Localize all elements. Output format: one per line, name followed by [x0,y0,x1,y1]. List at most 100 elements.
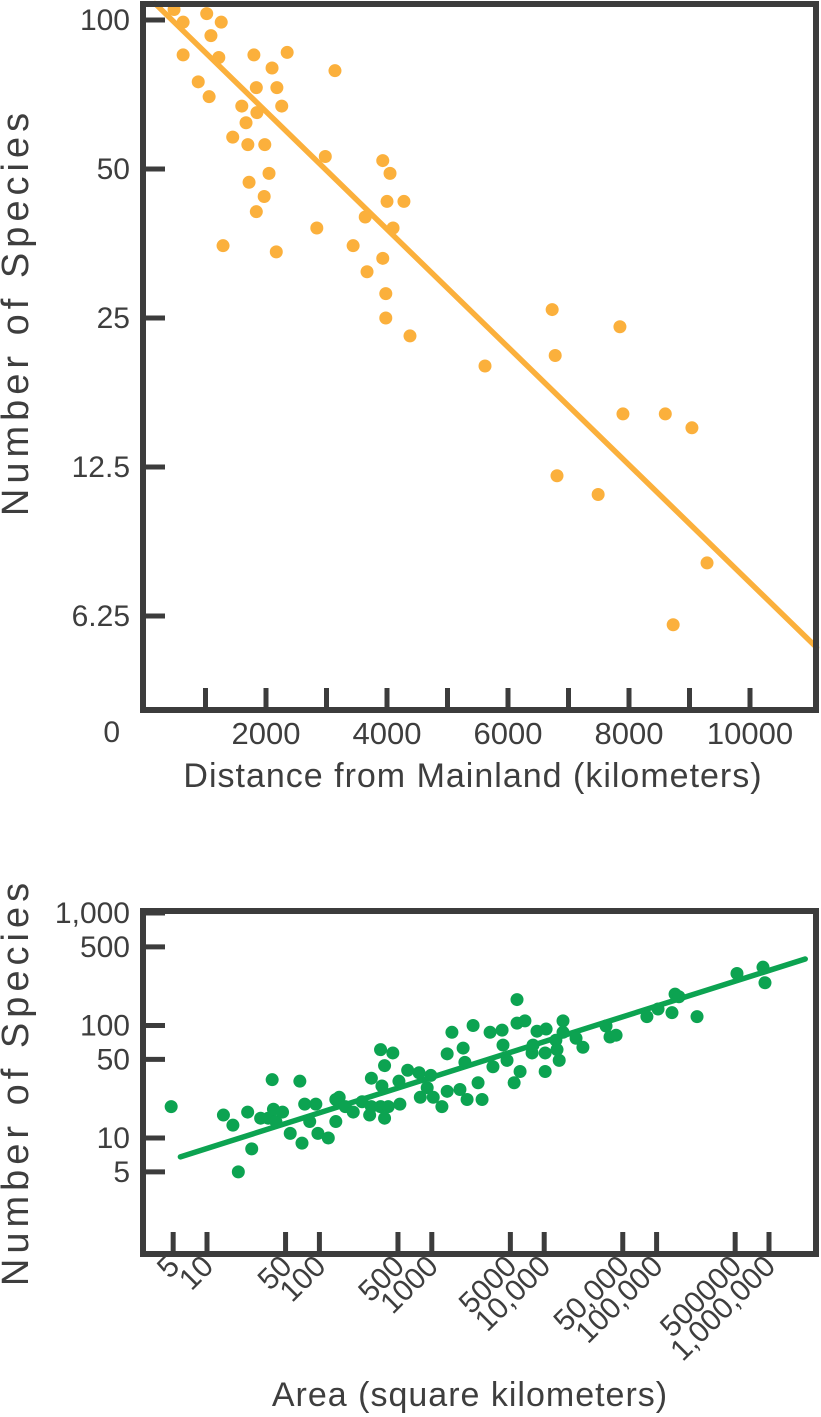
data-point [538,1065,552,1079]
data-point [280,45,294,59]
area-x-axis-title: Area (square kilometers) [272,1376,668,1414]
data-point [475,1092,489,1106]
data-point [556,1025,570,1039]
data-point [609,1028,623,1042]
data-point [329,1115,343,1129]
data-point [216,1108,230,1122]
data-point [445,1025,459,1039]
data-point [379,287,393,301]
data-point [293,1074,307,1088]
data-point [276,1105,290,1119]
data-point [552,1053,566,1067]
y-tick-label: 50 [97,1043,130,1076]
data-point [380,194,394,208]
axis-frame [140,908,819,1257]
data-point [424,1068,438,1082]
y-tick-label: 10 [97,1122,130,1155]
data-point [241,1105,255,1119]
data-point [466,1019,480,1032]
data-point [164,1100,178,1114]
data-point [471,1076,485,1090]
data-point [460,1092,474,1106]
data-point [214,15,228,29]
data-point [376,251,390,265]
data-point [495,1023,509,1037]
data-point [616,407,630,421]
data-point [435,1100,449,1114]
y-tick-label: 50 [97,153,130,186]
y-tick-label: 500 [80,931,130,964]
data-point [386,1046,400,1060]
y-tick-label: 6.25 [72,600,130,633]
y-tick-label: 100 [80,1010,130,1043]
data-point [364,1071,378,1085]
data-point [375,1079,389,1093]
data-point [453,1082,467,1096]
data-point [496,1038,510,1052]
data-point [239,116,253,130]
data-point [310,221,324,235]
data-point [545,303,559,317]
data-point [379,311,393,325]
data-point [386,221,400,235]
data-point [393,1097,407,1111]
data-point [651,1002,665,1016]
data-point [249,205,263,219]
data-point [332,1090,346,1104]
data-point [298,1097,312,1111]
data-point [283,1126,297,1140]
data-point [658,407,672,421]
data-point [672,990,686,1004]
data-point [426,1090,440,1104]
data-point [640,1010,654,1024]
data-point [295,1136,309,1150]
data-point [303,1115,317,1129]
data-point [576,1040,590,1054]
data-point [538,1046,552,1060]
data-point [309,1097,323,1111]
y-tick-label: 100 [80,4,130,37]
data-point [235,99,249,113]
data-point [539,1022,553,1036]
data-point [191,75,205,89]
data-point [758,976,772,990]
data-point [249,81,263,95]
data-point [245,1142,259,1156]
data-point [226,1118,240,1132]
x-tick-label: 4000 [353,716,422,751]
distance-vs-species-chart: 2000 4000 6000 8000 10000 100 50 25 12.5 6.25 0 [72,0,820,751]
data-point [346,1105,360,1119]
data-point [212,50,226,64]
data-point [265,61,279,75]
trend-line [177,956,808,1160]
data-point [383,166,397,180]
data-point [478,359,492,373]
data-point [269,245,283,259]
area-y-axis-title: Number of Species [0,878,37,1286]
data-point [204,29,218,43]
data-point [510,993,524,1007]
data-point [413,1090,427,1104]
data-point [518,1014,532,1028]
data-point [420,1081,434,1095]
data-point [270,81,284,95]
data-point [599,1019,613,1033]
data-point [321,1131,335,1145]
y-tick-label: 25 [97,302,130,335]
data-point [526,1038,540,1052]
data-point [378,1059,392,1073]
axis-frame [140,1,819,713]
data-point [269,1115,283,1129]
data-point [456,1041,470,1055]
data-point [665,1006,679,1020]
data-point [483,1025,497,1039]
data-point [613,320,627,334]
x-tick-label: 6000 [474,716,543,751]
data-point [376,154,390,168]
data-point [176,15,190,29]
data-point [360,265,374,279]
data-point [392,1074,406,1088]
